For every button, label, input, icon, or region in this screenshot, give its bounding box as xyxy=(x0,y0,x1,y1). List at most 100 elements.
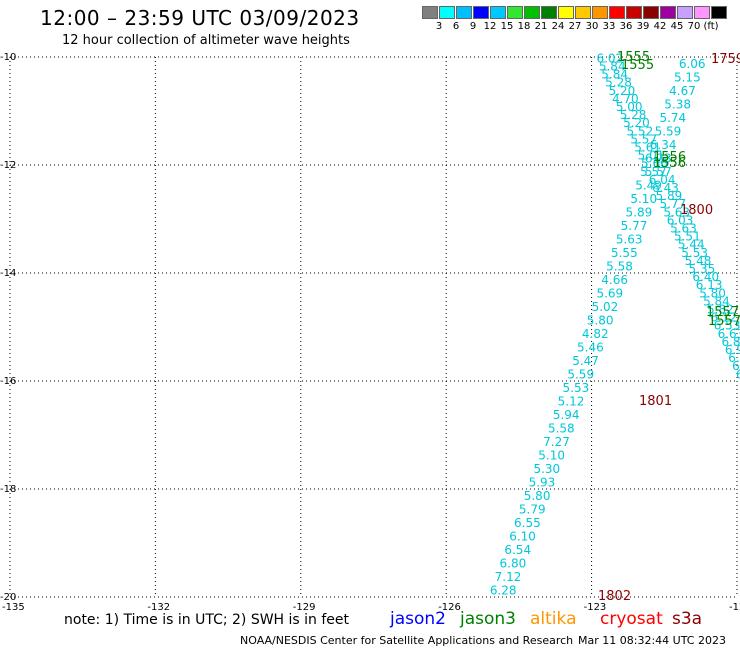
wave-height-label: 5.30 xyxy=(533,462,560,476)
wave-height-label: 5.80 xyxy=(524,489,551,503)
wave-height-label: 6.06 xyxy=(679,57,706,71)
legend-swatch xyxy=(677,6,693,19)
pass-time-label: 1557 xyxy=(708,314,740,329)
legend-swatch xyxy=(609,6,625,19)
legend-swatch xyxy=(626,6,642,19)
wave-height-label: 6.78 xyxy=(728,351,740,365)
track-a-labels: 6.025.845.845.285.204.705.005.285.205.52… xyxy=(596,51,740,389)
wave-height-label: 5.79 xyxy=(519,502,546,516)
wave-height-label: 5.55 xyxy=(611,246,638,260)
wave-height-label: 7.27 xyxy=(543,435,570,449)
lat-tick-label: -18 xyxy=(0,484,16,495)
wave-height-label: 5.58 xyxy=(606,259,633,273)
wave-height-label: 5.57 xyxy=(645,165,672,179)
lat-tick-label: -12 xyxy=(0,160,16,171)
legend-label: 12 xyxy=(483,21,497,32)
satellite-name: s3a xyxy=(672,609,703,629)
wave-height-label: 5.35 xyxy=(689,262,716,276)
legend-label: 45 xyxy=(670,21,684,32)
wave-height-label: 5.02 xyxy=(592,300,619,314)
legend-swatch xyxy=(592,6,608,19)
wave-height-label: 5.58 xyxy=(548,421,575,435)
wave-height-label: 5.10 xyxy=(630,192,657,206)
wave-height-label: 5.84 xyxy=(599,60,626,74)
legend-label: 9 xyxy=(469,21,477,32)
wave-height-label: 5.51 xyxy=(674,230,701,244)
satellite-name: altika xyxy=(530,609,577,629)
wave-height-label: 5.12 xyxy=(558,394,585,408)
wave-height-label: 5.63 xyxy=(670,222,697,236)
wave-height-label: 6.34 xyxy=(650,138,677,152)
wave-height-label: 5.77 xyxy=(621,219,648,233)
wave-height-label: 5.49 xyxy=(635,178,662,192)
wave-height-label: 7.12 xyxy=(495,570,522,584)
wave-height-label: 5.48 xyxy=(685,254,712,268)
wave-height-label: 5.63 xyxy=(616,232,643,246)
wave-height-label: 6.28 xyxy=(490,583,517,597)
lon-tick-label: -129 xyxy=(293,602,316,613)
wave-height-label: 5.01 xyxy=(638,149,665,163)
legend-swatch xyxy=(694,6,710,19)
wave-height-label: 6.13 xyxy=(696,278,723,292)
wave-height-label: 5.20 xyxy=(623,116,650,130)
legend-label: 15 xyxy=(500,21,514,32)
wave-height-label: 5.28 xyxy=(620,108,647,122)
wave-height-label: 5.93 xyxy=(529,475,556,489)
wave-height-label: 6.10 xyxy=(509,529,536,543)
lat-tick-label: -16 xyxy=(0,376,16,387)
track-b-labels: 6.065.154.675.385.745.596.346.235.575.49… xyxy=(490,57,706,597)
lon-tick-label: -120 xyxy=(729,602,740,613)
legend-label: 27 xyxy=(568,21,582,32)
credit-line: NOAA/NESDIS Center for Satellite Applica… xyxy=(240,634,574,647)
pass-time-label: 1801 xyxy=(639,394,672,409)
wave-height-label: 5.20 xyxy=(609,84,636,98)
legend-label: 33 xyxy=(602,21,616,32)
legend-swatch xyxy=(507,6,523,19)
lon-tick-label: -126 xyxy=(438,602,461,613)
wave-height-label: 5.46 xyxy=(577,340,604,354)
pass-time-label: 1555 xyxy=(617,50,650,65)
satellite-name: cryosat xyxy=(600,609,663,629)
wave-height-label: 5.94 xyxy=(553,408,580,422)
wave-height-label: 5.59 xyxy=(567,367,594,381)
legend-label: 30 xyxy=(585,21,599,32)
legend-swatch xyxy=(558,6,574,19)
axis-ticks: -10 -12 -14 -16 -18 -20-135 -132 -129 -126 -123 -1… xyxy=(0,52,740,613)
wave-height-label: 5.47 xyxy=(572,354,599,368)
wave-height-label: 5.00 xyxy=(616,100,643,114)
wave-height-label: 4.70 xyxy=(612,92,639,106)
wave-height-label: 5.84 xyxy=(601,68,628,82)
wave-height-label: 4.67 xyxy=(669,84,696,98)
wave-height-label: 6.03 xyxy=(667,213,694,227)
lat-tick-label: -20 xyxy=(0,592,16,603)
legend-swatch xyxy=(524,6,540,19)
satellite-name: jason2 xyxy=(390,609,446,629)
generated-timestamp: Mar 11 08:32:44 UTC 2023 xyxy=(578,634,726,647)
legend-swatch xyxy=(490,6,506,19)
pass-time-label: 1759 xyxy=(711,52,740,67)
wave-height-label: 5.59 xyxy=(655,124,682,138)
legend-swatch xyxy=(473,6,489,19)
wave-height-label: 6.53 xyxy=(714,319,740,333)
wave-height-label: 6.80 xyxy=(500,556,527,570)
legend-label: 42 xyxy=(653,21,667,32)
wave-height-label: 5.82 xyxy=(707,303,734,317)
wave-height-label: 6.23 xyxy=(645,151,672,165)
wave-height-label: 5.57 xyxy=(630,132,657,146)
lon-tick-label: -132 xyxy=(147,602,170,613)
legend-label: 70 xyxy=(687,21,701,32)
wave-height-label: 5.38 xyxy=(664,97,691,111)
pass-time-label: 1556 xyxy=(653,156,686,171)
wave-height-label: 6.53 xyxy=(736,367,740,381)
lon-tick-label: -123 xyxy=(584,602,607,613)
pass-time-label: 1555 xyxy=(621,58,654,73)
legend-label: 18 xyxy=(517,21,531,32)
satellite-name: jason3 xyxy=(460,609,516,629)
wave-height-label: 5.77 xyxy=(659,197,686,211)
legend-swatch xyxy=(541,6,557,19)
wave-height-label: 5.80 xyxy=(699,286,726,300)
pass-time-label: 1557 xyxy=(706,305,739,320)
legend-swatch xyxy=(643,6,659,19)
wave-height-label: 6.04 xyxy=(649,173,676,187)
